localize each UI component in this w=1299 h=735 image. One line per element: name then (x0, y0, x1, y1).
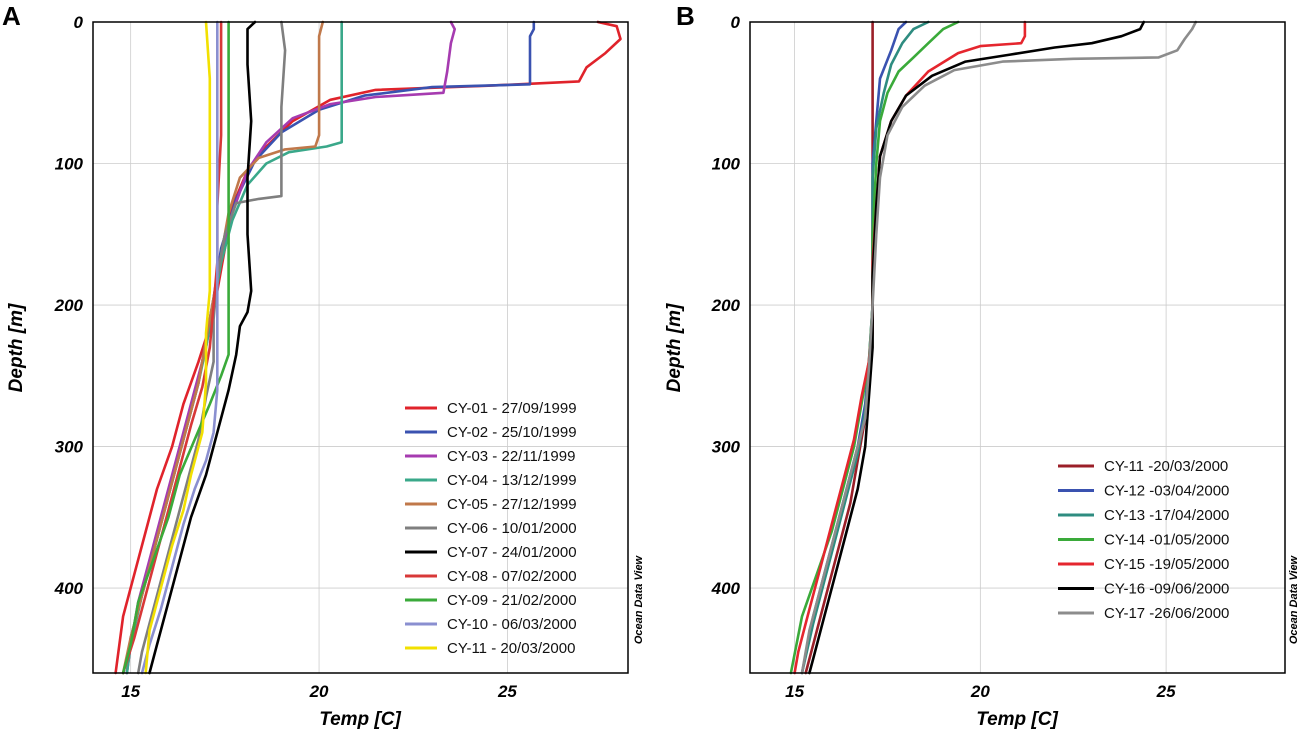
series-line (148, 20, 257, 675)
panel-b-xticks: 15 20 25 (785, 682, 1176, 701)
y-tick-label: 0 (731, 13, 741, 32)
panel-b-yticks: 0 100 200 300 400 (711, 13, 741, 598)
panel-a: A 15 20 25 0 100 200 300 400 Temp [C] Depth [m… (2, 1, 645, 730)
panel-a-y-axis-label: Depth [m] (6, 303, 27, 392)
legend-label: CY-16 -09/06/2000 (1104, 581, 1229, 598)
y-tick-label: 300 (712, 438, 741, 457)
legend-label: CY-14 -01/05/2000 (1104, 532, 1229, 549)
panel-b-x-axis-label: Temp [C] (976, 709, 1058, 730)
series-line (125, 20, 457, 675)
panel-b-grid (750, 22, 1285, 673)
y-tick-label: 0 (74, 13, 84, 32)
y-tick-label: 100 (55, 155, 84, 174)
y-tick-label: 200 (711, 296, 741, 315)
legend-label: CY-02 - 25/10/1999 (447, 424, 577, 441)
y-tick-label: 400 (54, 579, 84, 598)
panel-b-y-axis-label: Depth [m] (664, 303, 685, 392)
x-tick-label: 15 (785, 682, 804, 701)
panel-b-letter: B (676, 1, 695, 31)
panel-a-legend: CY-01 - 27/09/1999 CY-02 - 25/10/1999 CY-0… (405, 400, 577, 657)
panel-a-yticks: 0 100 200 300 400 (54, 13, 84, 598)
y-tick-label: 100 (712, 155, 741, 174)
series-line (793, 20, 1027, 675)
legend-label: CY-17 -26/06/2000 (1104, 605, 1229, 622)
legend-label: CY-04 - 13/12/1999 (447, 472, 577, 489)
series-line (144, 20, 212, 675)
legend-label: CY-03 - 22/11/1999 (447, 448, 575, 465)
panel-b-legend: CY-11 -20/03/2000 CY-12 -03/04/2000 CY-13 … (1058, 458, 1229, 622)
x-tick-label: 25 (1156, 682, 1176, 701)
series-line (808, 20, 1146, 675)
y-tick-label: 300 (55, 438, 84, 457)
panel-b-series (789, 20, 1198, 675)
legend-label: CY-11 -20/03/2000 (1104, 458, 1228, 475)
panel-b-watermark: Ocean Data View (1288, 554, 1299, 644)
x-tick-label: 15 (121, 682, 140, 701)
panel-a-series (114, 20, 622, 675)
legend-label: CY-15 -19/05/2000 (1104, 556, 1229, 573)
legend-label: CY-06 - 10/01/2000 (447, 520, 577, 537)
series-line (121, 20, 223, 675)
series-line (125, 20, 344, 675)
x-tick-label: 20 (970, 682, 990, 701)
series-line (789, 20, 960, 675)
legend-label: CY-11 - 20/03/2000 (447, 640, 575, 657)
legend-label: CY-08 - 07/02/2000 (447, 568, 577, 585)
y-tick-label: 200 (54, 296, 84, 315)
legend-label: CY-10 - 06/03/2000 (447, 616, 577, 633)
legend-label: CY-09 - 21/02/2000 (447, 592, 577, 609)
legend-label: CY-01 - 27/09/1999 (447, 400, 577, 417)
panel-a-x-axis-label: Temp [C] (319, 709, 401, 730)
panel-a-watermark: Ocean Data View (633, 554, 645, 644)
series-line (121, 20, 230, 675)
legend-label: CY-07 - 24/01/2000 (447, 544, 577, 561)
panel-a-xticks: 15 20 25 (121, 682, 517, 701)
series-line (136, 20, 287, 675)
panel-b: B 15 20 25 0 100 200 300 400 Temp [C] Depth [m… (664, 1, 1299, 730)
legend-label: CY-13 -17/04/2000 (1104, 507, 1229, 524)
legend-label: CY-12 -03/04/2000 (1104, 483, 1229, 500)
panel-b-plot-frame (749, 21, 1286, 674)
y-tick-label: 400 (711, 579, 741, 598)
series-line (140, 20, 219, 675)
x-tick-label: 20 (309, 682, 329, 701)
panel-a-letter: A (2, 1, 21, 31)
series-line (800, 20, 1198, 675)
series-line (800, 20, 930, 675)
legend-label: CY-05 - 27/12/1999 (447, 496, 577, 513)
x-tick-label: 25 (497, 682, 517, 701)
panel-a-plot-frame (92, 21, 629, 674)
